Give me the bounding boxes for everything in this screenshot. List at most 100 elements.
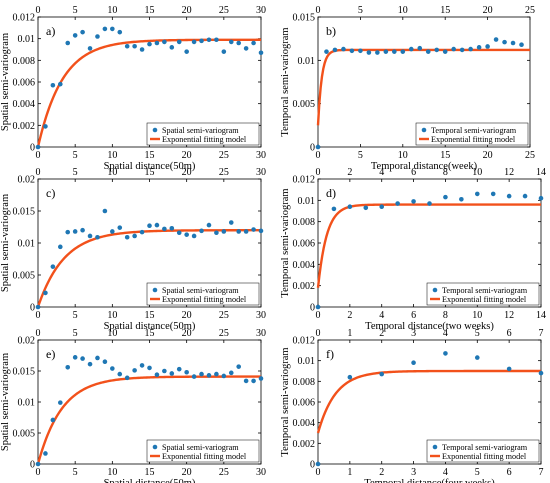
x-axis-label: Temporal distance(week) bbox=[371, 161, 478, 172]
y-tick-label: 0 bbox=[30, 460, 35, 471]
y-axis-label: Temporal semi-variogram bbox=[280, 27, 291, 136]
x-tick-label: 20 bbox=[182, 150, 192, 161]
semi-variogram-point bbox=[258, 228, 264, 234]
semi-variogram-point bbox=[58, 400, 63, 405]
x-axis-label: Spatial distance(50m) bbox=[104, 321, 196, 332]
x-tick-label-top: 25 bbox=[219, 167, 229, 178]
legend-label-model: Exponential fitting model bbox=[442, 295, 527, 304]
legend-label-points: Temporal semi-variogram bbox=[442, 286, 528, 295]
semi-variogram-point bbox=[243, 46, 249, 51]
semi-variogram-point bbox=[35, 304, 41, 310]
legend-label-points: Temporal semi-variogram bbox=[431, 126, 517, 135]
plot-frame bbox=[317, 16, 531, 148]
panel-label: e) bbox=[46, 347, 55, 361]
x-tick-label: 7 bbox=[539, 467, 544, 478]
semi-variogram-point bbox=[124, 375, 130, 381]
semi-variogram-point bbox=[72, 229, 78, 234]
x-tick-label: 20 bbox=[483, 150, 493, 161]
y-tick-label: 0.005 bbox=[13, 429, 36, 440]
semi-variogram-point bbox=[347, 204, 353, 210]
x-tick-label: 15 bbox=[145, 467, 155, 478]
x-tick-label-top: 2 bbox=[347, 167, 352, 178]
x-tick-label: 3 bbox=[411, 467, 416, 478]
y-tick-label: 0.01 bbox=[18, 34, 36, 45]
legend-point-marker bbox=[152, 127, 158, 133]
semi-variogram-point bbox=[206, 373, 212, 378]
semi-variogram-point bbox=[228, 39, 234, 45]
semi-variogram-point bbox=[383, 49, 389, 54]
x-tick-label: 5 bbox=[73, 467, 78, 478]
x-tick-label: 4 bbox=[443, 467, 448, 478]
y-tick-label: 0.01 bbox=[298, 196, 316, 207]
x-tick-label-top: 25 bbox=[219, 5, 229, 16]
x-tick-label: 2 bbox=[347, 310, 352, 321]
y-tick-label: 0.01 bbox=[298, 356, 316, 367]
y-tick-label: 0.004 bbox=[13, 99, 36, 110]
legend-box bbox=[146, 439, 260, 463]
semi-variogram-point bbox=[251, 40, 256, 46]
chart-panel-5: 00551010151520202525303000.0050.010.0150… bbox=[0, 328, 266, 483]
panel-label: b) bbox=[326, 24, 336, 38]
semi-variogram-point bbox=[110, 229, 115, 234]
semi-variogram-point bbox=[485, 44, 490, 49]
exponential-model-curve bbox=[316, 48, 530, 126]
legend-box bbox=[146, 282, 260, 306]
semi-variogram-point bbox=[95, 234, 100, 240]
y-tick-label: 0 bbox=[310, 303, 315, 314]
semi-variogram-point bbox=[493, 37, 499, 42]
x-tick-label-top: 15 bbox=[145, 5, 155, 16]
y-tick-label: 0.015 bbox=[13, 207, 36, 218]
x-tick-label: 10 bbox=[107, 310, 117, 321]
semi-variogram-point bbox=[35, 144, 41, 150]
x-tick-label-top: 6 bbox=[411, 167, 416, 178]
x-tick-label-top: 20 bbox=[182, 167, 192, 178]
y-axis-label: Spatial semi-variogram bbox=[0, 33, 11, 131]
semi-variogram-point bbox=[510, 40, 516, 46]
x-tick-label: 12 bbox=[504, 310, 514, 321]
semi-variogram-point bbox=[139, 47, 145, 52]
x-tick-label-top: 20 bbox=[483, 5, 493, 16]
semi-variogram-point bbox=[169, 371, 175, 376]
legend-box bbox=[426, 282, 540, 306]
semi-variogram-point bbox=[176, 366, 182, 372]
x-tick-label-top: 5 bbox=[73, 328, 78, 339]
semi-variogram-point bbox=[251, 378, 256, 384]
semi-variogram-point bbox=[331, 206, 337, 212]
semi-variogram-point bbox=[147, 41, 152, 47]
semi-variogram-point bbox=[476, 45, 482, 50]
semi-variogram-point bbox=[124, 234, 130, 240]
x-tick-label-top: 4 bbox=[379, 167, 384, 178]
semi-variogram-point bbox=[43, 124, 48, 129]
semi-variogram-point bbox=[506, 193, 512, 199]
x-tick-label: 2 bbox=[379, 467, 384, 478]
x-tick-label-top: 14 bbox=[536, 167, 546, 178]
semi-variogram-point bbox=[191, 374, 197, 379]
chart-panel-2: 0055101015152020252500.0050.010.015Tempo… bbox=[280, 5, 535, 172]
x-tick-label-top: 10 bbox=[107, 167, 117, 178]
semi-variogram-point bbox=[434, 47, 440, 53]
x-axis-label: Spatial distance(50m) bbox=[104, 161, 196, 172]
x-tick-label: 0 bbox=[36, 467, 41, 478]
semi-variogram-point bbox=[221, 49, 227, 54]
semi-variogram-point bbox=[243, 229, 249, 234]
x-tick-label-top: 30 bbox=[256, 328, 266, 339]
x-tick-label: 10 bbox=[472, 310, 482, 321]
semi-variogram-point bbox=[80, 29, 85, 35]
exponential-model-curve bbox=[316, 203, 541, 288]
x-tick-label-top: 10 bbox=[107, 5, 117, 16]
x-tick-label-top: 0 bbox=[316, 167, 321, 178]
y-tick-label: 0.006 bbox=[293, 398, 316, 409]
x-tick-label-top: 8 bbox=[443, 167, 448, 178]
legend-label-model: Exponential fitting model bbox=[162, 135, 247, 144]
semi-variogram-point bbox=[117, 29, 123, 35]
x-tick-label: 1 bbox=[347, 467, 352, 478]
semi-variogram-point bbox=[191, 39, 197, 45]
semi-variogram-point bbox=[538, 370, 544, 376]
y-tick-label: 0 bbox=[310, 460, 315, 471]
semi-variogram-point bbox=[474, 191, 480, 197]
semi-variogram-point bbox=[72, 355, 78, 360]
semi-variogram-point bbox=[324, 49, 329, 54]
y-tick-label: 0.005 bbox=[293, 99, 316, 110]
semi-variogram-point bbox=[459, 196, 464, 202]
